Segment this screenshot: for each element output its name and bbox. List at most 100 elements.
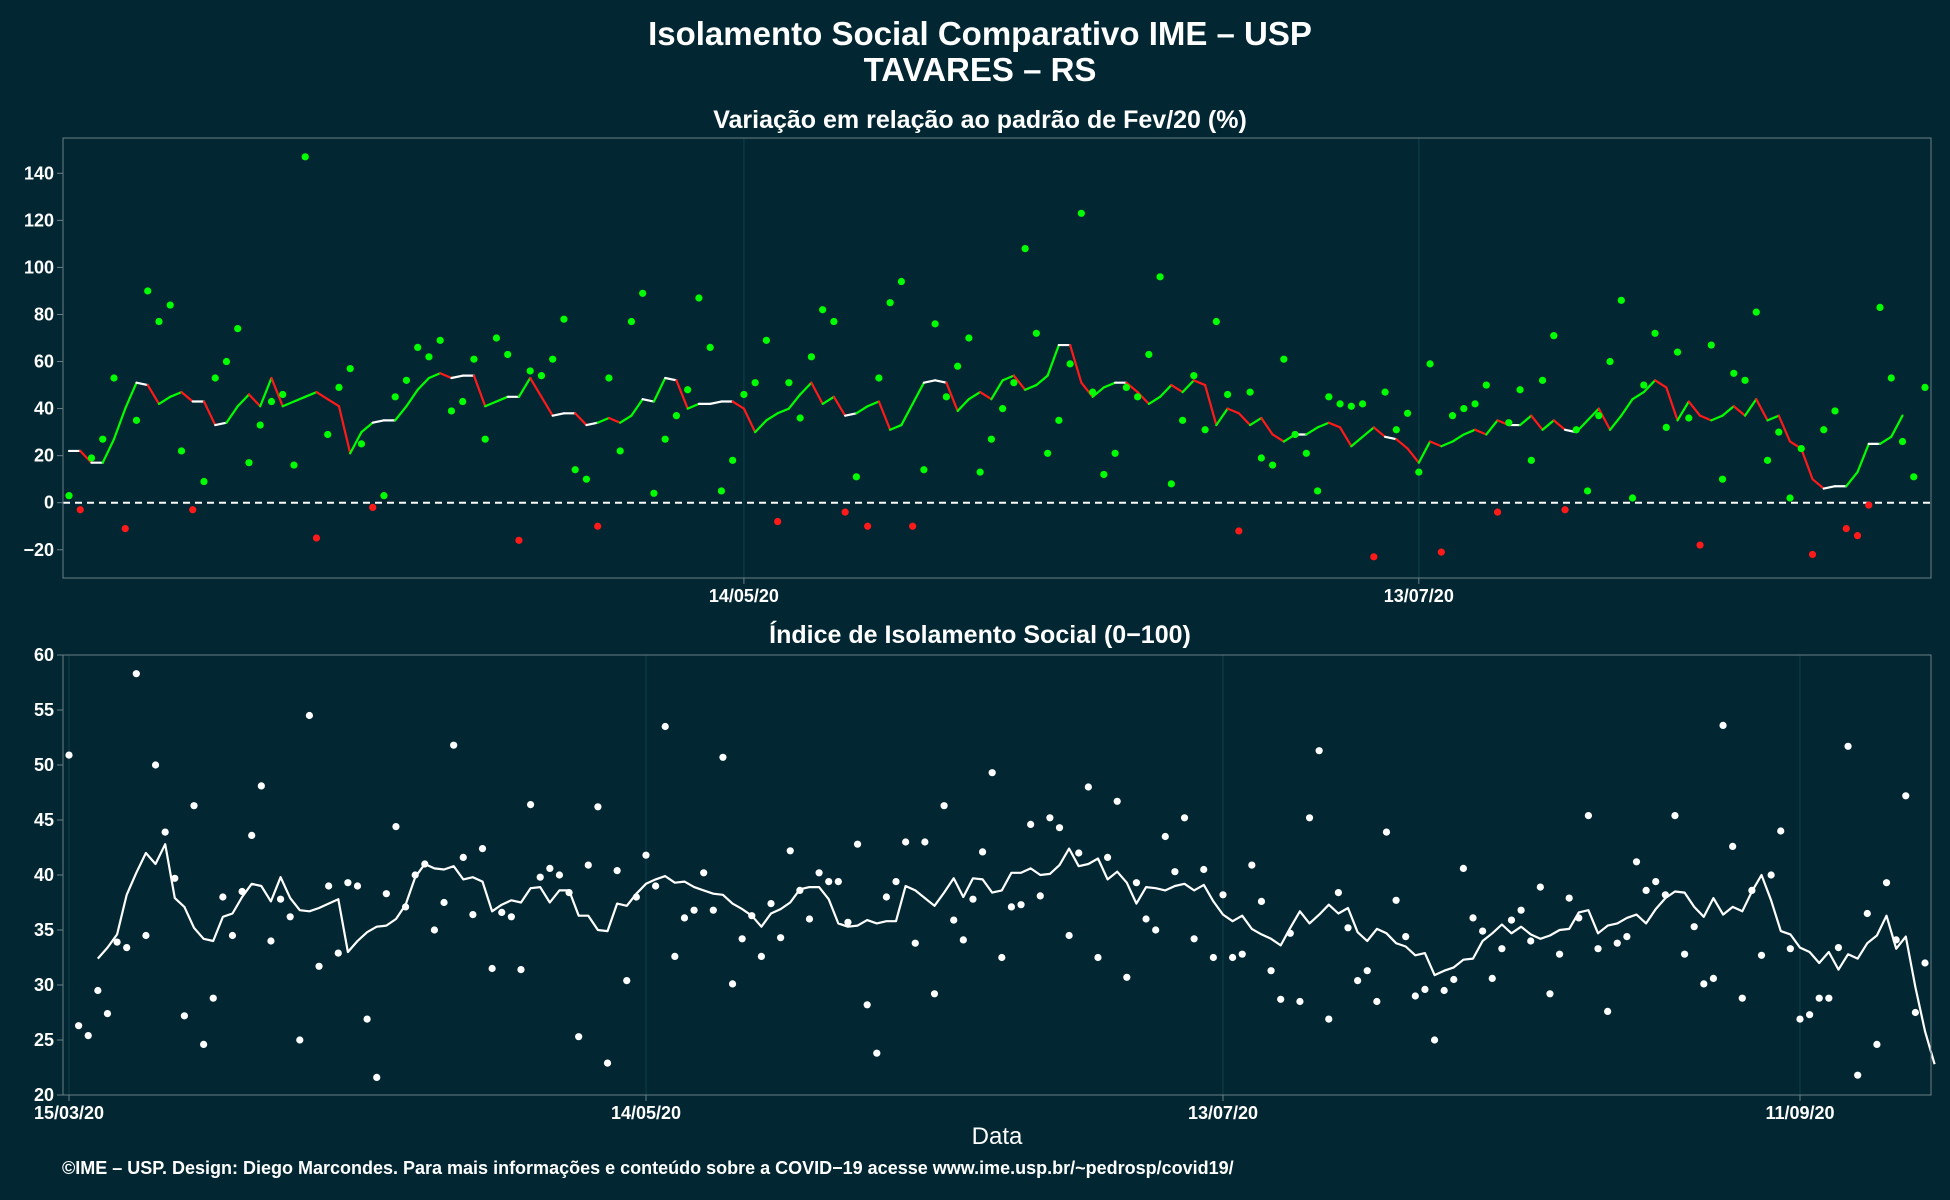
moving-average-segment (1069, 343, 1083, 384)
moving-average-segment (1473, 428, 1488, 436)
data-point (507, 913, 515, 921)
moving-average-segment (664, 376, 678, 382)
moving-average-segment (1687, 400, 1702, 417)
data-point (402, 376, 411, 384)
data-point (605, 374, 613, 382)
moving-average-segment (1181, 379, 1195, 394)
data-point (373, 1073, 381, 1081)
data-point (1685, 414, 1693, 422)
moving-average-segment (945, 381, 959, 413)
data-point (1246, 388, 1254, 396)
moving-average-segment (180, 391, 194, 403)
data-point (1007, 903, 1016, 911)
data-point (1044, 449, 1052, 457)
moving-average-segment (1248, 416, 1263, 427)
plot-frame-top (62, 137, 1932, 579)
data-point (1604, 1007, 1612, 1016)
moving-average-segment (416, 376, 431, 391)
data-point (1460, 404, 1468, 413)
data-point (1632, 858, 1641, 866)
data-point (450, 741, 458, 749)
data-point (411, 871, 419, 879)
data-point (1450, 975, 1458, 984)
data-point (209, 994, 217, 1002)
data-point (954, 362, 962, 370)
moving-average-segment (889, 423, 903, 431)
data-point (616, 447, 624, 455)
data-point (1820, 426, 1828, 434)
data-point (1411, 992, 1419, 1000)
data-point (1565, 894, 1573, 902)
y-tick-label: 35 (34, 920, 54, 940)
moving-average-segment (810, 381, 824, 405)
data-point (1767, 871, 1775, 879)
x-tick-label: 14/05/20 (611, 1103, 681, 1123)
data-point (729, 456, 737, 464)
data-point (815, 869, 823, 877)
moving-average-segment (675, 379, 689, 410)
data-point (1354, 977, 1362, 985)
data-point (999, 404, 1007, 413)
data-point (1757, 951, 1766, 959)
data-point (909, 522, 917, 530)
data-point (161, 828, 169, 836)
moving-average-segment (101, 438, 116, 464)
moving-average-segment (405, 388, 419, 408)
data-point (177, 447, 186, 455)
moving-average-segment (1361, 426, 1375, 438)
data-point (1806, 1011, 1814, 1019)
data-point (228, 931, 237, 940)
data-point (1488, 974, 1496, 983)
data-point (1123, 973, 1131, 981)
data-point (1921, 383, 1929, 392)
data-point (430, 926, 439, 934)
data-point (1286, 929, 1294, 937)
data-point (1036, 892, 1044, 900)
data-point (1507, 916, 1516, 924)
data-point (1347, 402, 1355, 410)
data-point (1055, 824, 1064, 832)
data-point (1032, 329, 1040, 337)
data-point (582, 475, 591, 483)
moving-average-segment (1552, 419, 1567, 431)
moving-average-segment (1091, 386, 1105, 398)
data-point (478, 845, 487, 853)
data-point (1235, 527, 1243, 535)
data-point (1796, 1015, 1804, 1023)
moving-average-segment (1485, 419, 1499, 436)
data-point (1103, 853, 1112, 862)
data-point (1887, 374, 1895, 382)
data-point (1911, 1008, 1919, 1017)
data-point (1575, 914, 1583, 922)
x-tick-label: 13/07/20 (1384, 586, 1454, 606)
y-tick-label: 25 (34, 1030, 54, 1050)
data-point (680, 914, 689, 922)
moving-average-segment (1698, 414, 1713, 422)
moving-average-segment (1125, 381, 1139, 394)
data-point (256, 421, 264, 429)
data-point (1505, 419, 1513, 427)
data-point (1209, 953, 1217, 962)
moving-average-segment (1451, 433, 1465, 443)
moving-average-segment (619, 414, 633, 424)
data-point (1440, 986, 1448, 995)
data-point (1268, 461, 1277, 469)
data-point (1696, 541, 1704, 549)
moving-average-segment (686, 402, 701, 410)
moving-average-segment (1732, 405, 1747, 417)
y-tick-label: 80 (34, 304, 54, 324)
data-point (1865, 501, 1873, 509)
moving-average-segment (967, 391, 982, 401)
data-point (301, 153, 309, 161)
moving-average-segment (439, 372, 453, 380)
data-point (421, 860, 429, 868)
moving-average-segment (292, 395, 307, 403)
moving-average-segment (1890, 414, 1904, 438)
data-point (1640, 381, 1648, 389)
data-point (987, 435, 995, 443)
y-tick-label: 100 (24, 257, 54, 277)
data-point (1180, 814, 1189, 822)
data-point (353, 882, 362, 890)
data-point (863, 1001, 871, 1009)
data-point (87, 454, 96, 462)
